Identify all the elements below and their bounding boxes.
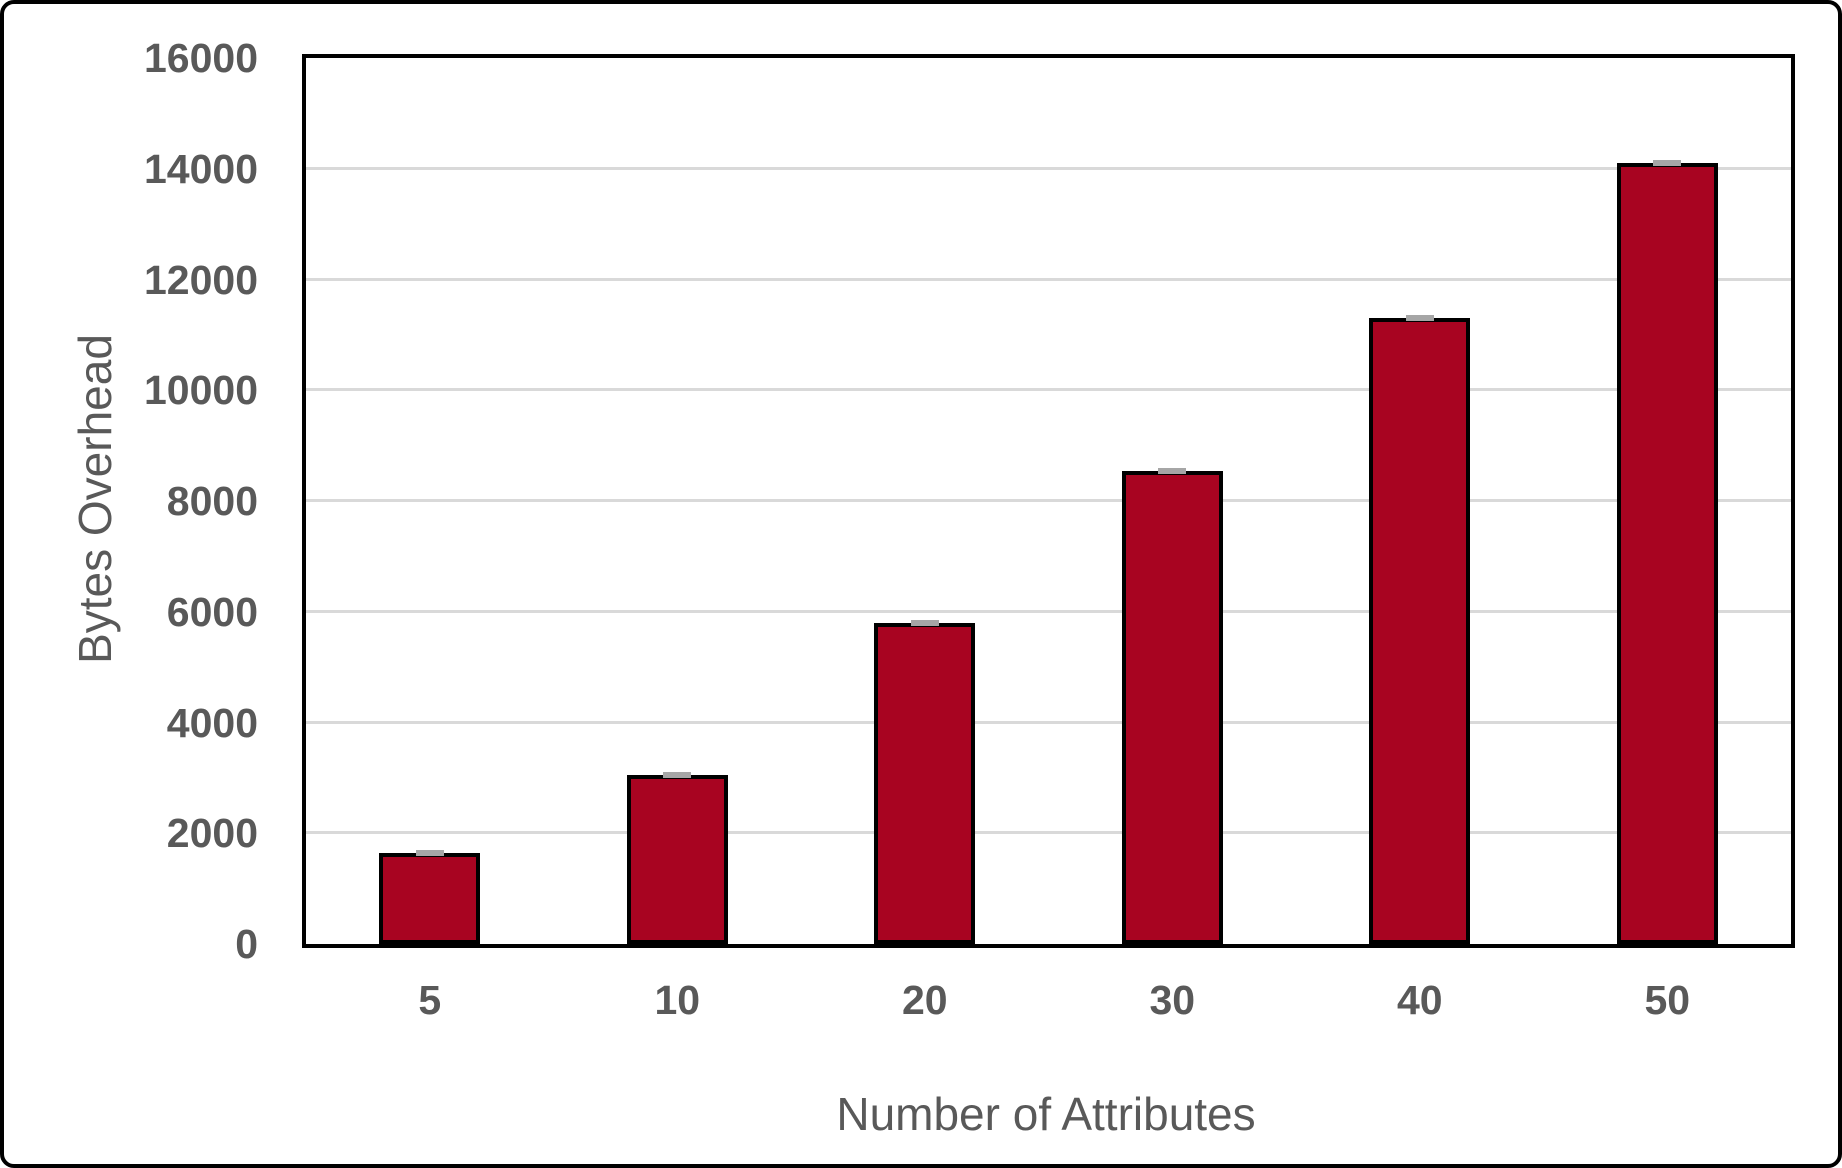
bar-30 [1121,470,1223,944]
gridline-12000 [306,277,1791,281]
plot-area [302,54,1795,948]
gridline-8000 [306,499,1791,502]
x-tick-label-5: 5 [418,977,442,1023]
bar-50 [1616,163,1718,944]
y-tick-label-8000: 8000 [166,478,258,524]
y-tick-label-6000: 6000 [166,588,258,635]
gridline-6000 [306,609,1791,613]
x-axis-title: Number of Attributes [836,1088,1256,1140]
gridline-10000 [306,388,1791,392]
y-tick-label-10000: 10000 [143,367,258,414]
y-tick-label-2000: 2000 [166,810,258,857]
y-tick-label-4000: 4000 [166,699,258,746]
error-bar-cap-50 [1653,160,1682,167]
bar-40 [1369,318,1471,944]
bar-10 [626,775,728,944]
error-bar-cap-5 [415,849,444,856]
error-bar-cap-30 [1158,467,1187,474]
y-tick-label-16000: 16000 [143,35,258,81]
x-tick-label-50: 50 [1644,977,1691,1023]
bar-20 [874,622,976,944]
x-tick-label-20: 20 [901,977,948,1023]
x-tick-label-10: 10 [654,977,701,1023]
gridline-4000 [306,720,1791,724]
y-tick-label-12000: 12000 [143,256,258,303]
error-bar-cap-40 [1405,315,1434,322]
y-axis-title: Bytes Overhead [69,334,121,664]
gridline-2000 [306,831,1791,835]
x-tick-label-30: 30 [1149,977,1196,1023]
error-bar-cap-10 [663,772,692,779]
y-tick-label-0: 0 [235,921,258,967]
x-tick-label-40: 40 [1396,977,1443,1023]
y-tick-label-14000: 14000 [143,145,258,192]
error-bar-cap-20 [910,619,939,626]
gridline-14000 [306,166,1791,170]
bar-5 [379,852,481,944]
